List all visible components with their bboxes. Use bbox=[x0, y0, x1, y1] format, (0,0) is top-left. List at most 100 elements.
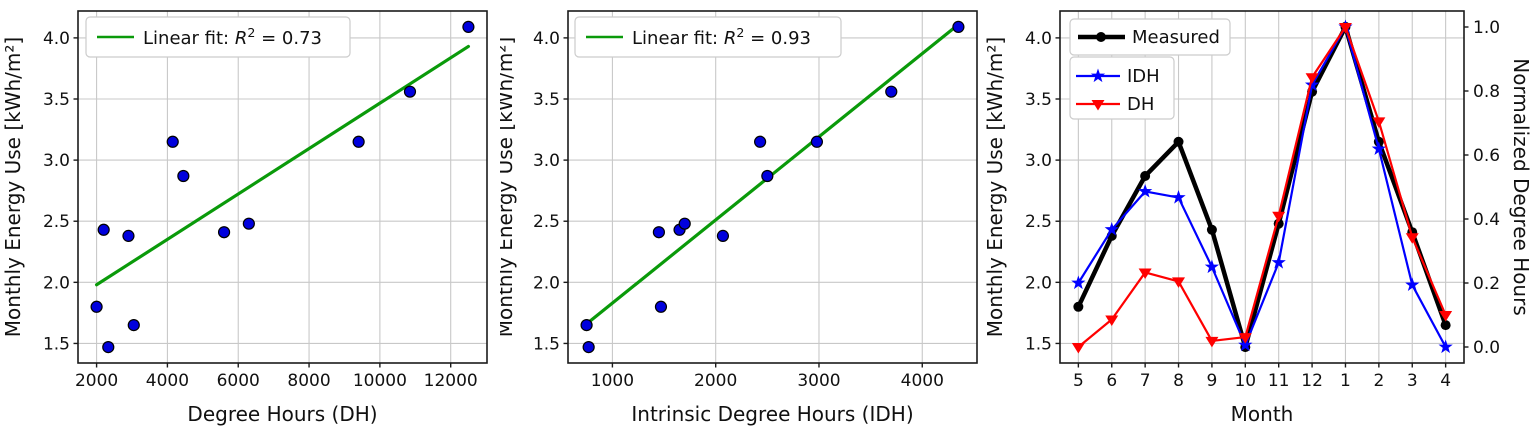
marker-dh bbox=[1071, 343, 1085, 354]
marker-idh bbox=[1204, 259, 1220, 274]
x-tick-label: 4000 bbox=[146, 371, 189, 391]
legend-label: Linear fit: R2 = 0.93 bbox=[632, 25, 811, 49]
marker-idh bbox=[1371, 141, 1386, 155]
y-tick-label: 1.5 bbox=[533, 334, 560, 354]
x-tick-label: 9 bbox=[1207, 371, 1218, 391]
scatter-point bbox=[242, 217, 255, 230]
scatter-point bbox=[403, 85, 417, 98]
legend-label: Measured bbox=[1132, 27, 1220, 48]
marker-measured bbox=[1206, 224, 1217, 235]
scatter-point bbox=[678, 217, 691, 230]
x-tick-label: 12000 bbox=[424, 371, 478, 391]
marker-measured bbox=[1440, 320, 1451, 331]
marker-dh bbox=[1272, 211, 1286, 223]
scatter-point bbox=[102, 341, 115, 354]
scatter-point bbox=[580, 319, 593, 332]
y-tick-label: 4.0 bbox=[1025, 29, 1052, 49]
scatter-point bbox=[90, 300, 103, 313]
legend-marker-dh bbox=[1091, 100, 1105, 111]
y-tick-label: 3.5 bbox=[1025, 90, 1052, 110]
y-tick-label: 3.0 bbox=[43, 151, 70, 171]
scatter-point bbox=[654, 300, 668, 313]
legend-marker-idh bbox=[1090, 68, 1106, 83]
fit-line bbox=[94, 44, 471, 287]
scatter-point bbox=[652, 226, 665, 239]
marker-idh bbox=[1104, 222, 1119, 236]
x-tick-label: 6 bbox=[1106, 371, 1117, 391]
x-tick-label: 3 bbox=[1407, 371, 1418, 391]
marker-dh bbox=[1172, 277, 1186, 288]
x-axis-label: Degree Hours (DH) bbox=[187, 402, 377, 426]
x-axis-label: Intrinsic Degree Hours (IDH) bbox=[631, 402, 913, 426]
axes-border bbox=[1059, 10, 1465, 364]
scatter-point bbox=[810, 135, 824, 148]
marker-measured bbox=[1073, 301, 1084, 312]
right-y-tick-label: 0.2 bbox=[1473, 274, 1500, 294]
marker-measured bbox=[1173, 136, 1184, 147]
marker-idh bbox=[1405, 277, 1420, 291]
y-tick-label: 2.0 bbox=[533, 273, 560, 293]
scatter-point bbox=[177, 169, 190, 183]
marker-dh bbox=[1105, 315, 1119, 326]
x-tick-label: 2000 bbox=[694, 371, 737, 391]
y-tick-label: 3.0 bbox=[533, 151, 560, 171]
right-y-tick-label: 1.0 bbox=[1473, 18, 1500, 38]
marker-dh bbox=[1305, 73, 1319, 84]
y-tick-label: 2.0 bbox=[1025, 273, 1052, 293]
marker-dh bbox=[1405, 233, 1419, 244]
right-y-tick-label: 0.4 bbox=[1473, 210, 1500, 230]
marker-idh bbox=[1238, 337, 1253, 352]
y-tick-label: 2.5 bbox=[43, 212, 70, 232]
x-tick-label: 2000 bbox=[75, 371, 118, 391]
marker-idh bbox=[1171, 190, 1186, 204]
legend-box bbox=[574, 16, 842, 58]
x-tick-label: 10000 bbox=[353, 371, 407, 391]
scatter-point bbox=[217, 226, 231, 239]
x-tick-label: 4000 bbox=[901, 371, 944, 391]
marker-dh bbox=[1205, 336, 1219, 348]
legend-label: DH bbox=[1127, 94, 1154, 115]
scatter-point bbox=[462, 20, 475, 33]
scatter-point bbox=[166, 135, 179, 148]
y-tick-label: 3.5 bbox=[533, 90, 560, 110]
scatter-point bbox=[127, 319, 140, 332]
right-y-tick-label: 0.6 bbox=[1473, 146, 1500, 166]
marker-measured bbox=[1140, 171, 1151, 181]
x-tick-label: 12 bbox=[1301, 371, 1323, 391]
scatter-point bbox=[716, 229, 730, 242]
x-tick-label: 10 bbox=[1234, 371, 1256, 391]
y-tick-label: 2.5 bbox=[1025, 212, 1052, 232]
marker-idh bbox=[1438, 339, 1453, 354]
axes-border bbox=[567, 10, 978, 364]
x-tick-label: 4 bbox=[1440, 371, 1451, 391]
marker-dh bbox=[1238, 333, 1252, 344]
y-tick-label: 1.5 bbox=[1025, 334, 1052, 354]
y-tick-label: 4.0 bbox=[533, 29, 560, 49]
marker-dh bbox=[1338, 23, 1352, 34]
series-line-measured bbox=[1076, 24, 1448, 350]
series-line-dh bbox=[1077, 25, 1447, 349]
x-axis-label: Month bbox=[1231, 402, 1294, 426]
y-tick-label: 3.0 bbox=[1025, 151, 1052, 171]
scatter-point bbox=[761, 169, 774, 183]
right-y-axis-label: Normalized Degree Hours bbox=[1509, 58, 1533, 316]
x-tick-label: 5 bbox=[1073, 371, 1084, 391]
x-tick-label: 8 bbox=[1173, 371, 1184, 391]
marker-dh bbox=[1138, 268, 1152, 279]
scatter-point bbox=[97, 223, 110, 236]
marker-dh bbox=[1439, 311, 1453, 322]
x-tick-label: 3000 bbox=[797, 371, 840, 391]
marker-idh bbox=[1138, 183, 1153, 198]
y-tick-label: 2.5 bbox=[533, 212, 560, 232]
dh-scatter-chart: 2000 4000 6000 8000 10000 12000 1.5 2.0 2.5 3.0 3.… bbox=[1, 10, 488, 426]
legend-box bbox=[85, 16, 351, 58]
y-tick-label: 1.5 bbox=[43, 334, 70, 354]
legend-label: Linear fit: R2 = 0.73 bbox=[143, 25, 322, 49]
x-tick-label: 1000 bbox=[591, 371, 634, 391]
marker-idh bbox=[1071, 275, 1086, 290]
x-tick-label: 6000 bbox=[217, 371, 260, 391]
y-tick-label: 3.5 bbox=[43, 90, 70, 110]
scatter-point bbox=[122, 229, 135, 242]
scatter-point bbox=[885, 85, 898, 98]
